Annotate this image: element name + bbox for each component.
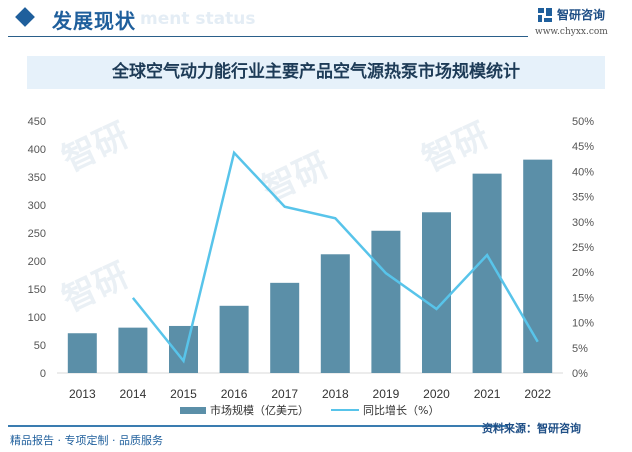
logo-icon (538, 7, 552, 22)
legend-bar-label: 市场规模（亿美元） (210, 404, 309, 417)
logo-name: 智研咨询 (557, 8, 606, 22)
bar (320, 254, 350, 373)
logo-url: www.chyxx.com (535, 27, 608, 37)
x-axis-tick: 2022 (524, 387, 551, 400)
legend-line-swatch (331, 409, 359, 411)
left-axis-tick: 200 (28, 256, 46, 268)
footer-slogan: 精品报告 · 专项定制 · 品质服务 (10, 434, 163, 447)
x-axis-tick: 2020 (423, 387, 450, 400)
left-axis-tick: 250 (28, 228, 46, 240)
legend: 市场规模（亿美元） 同比增长（%） (180, 402, 439, 418)
left-axis-tick: 450 (28, 116, 46, 128)
right-axis-tick: 40% (572, 166, 594, 178)
bar (118, 327, 148, 373)
source-note: 资料来源：智研咨询 (482, 422, 581, 435)
brand-logo: 智研咨询 (538, 6, 605, 23)
divider (8, 36, 528, 37)
section-header: ment status 发展现状 智研咨询 www.chyxx.com (0, 0, 632, 44)
legend-line-label: 同比增长（%） (363, 404, 440, 417)
x-axis-tick: 2014 (120, 387, 147, 400)
section-ghost-text: ment status (140, 9, 256, 29)
left-axis-tick: 300 (28, 200, 46, 212)
x-axis-tick: 2017 (271, 387, 298, 400)
bar (67, 333, 97, 373)
bar (270, 282, 300, 373)
bar (219, 305, 249, 373)
x-axis-tick: 2016 (221, 387, 248, 400)
right-axis-tick: 25% (572, 242, 594, 254)
right-axis-tick: 45% (572, 141, 594, 153)
bar (523, 159, 553, 373)
left-axis-tick: 100 (28, 312, 46, 324)
left-axis-tick: 400 (28, 144, 46, 156)
chart-title: 全球空气动力能行业主要产品空气源热泵市场规模统计 (112, 62, 520, 82)
x-axis-tick: 2018 (322, 387, 349, 400)
x-axis-tick: 2013 (69, 387, 96, 400)
combo-chart: 0 50 100 150 200 250 300 350 400 450 0% 5% 10% 15% 20%… (28, 116, 595, 400)
legend-bar-swatch (180, 406, 206, 414)
left-axis-tick: 150 (28, 284, 46, 296)
chart-title-bar: 全球空气动力能行业主要产品空气源热泵市场规模统计 (27, 56, 605, 89)
right-axis-tick: 0% (572, 368, 588, 380)
left-axis-tick: 350 (28, 172, 46, 184)
section-title: 发展现状 (52, 9, 136, 33)
left-axis-tick: 50 (34, 340, 46, 352)
diamond-icon (15, 7, 35, 27)
right-axis-tick: 50% (572, 116, 594, 128)
right-axis-tick: 5% (572, 343, 588, 355)
right-axis-tick: 35% (572, 192, 594, 204)
footer-divider (8, 425, 508, 427)
growth-line (131, 150, 539, 364)
bar (371, 230, 401, 373)
x-axis-tick: 2021 (474, 387, 501, 400)
bar (422, 212, 451, 373)
right-axis-tick: 20% (572, 267, 594, 279)
right-axis-tick: 30% (572, 217, 594, 229)
x-axis-tick: 2019 (373, 387, 400, 400)
right-axis-tick: 15% (572, 292, 594, 304)
x-axis-tick: 2015 (170, 387, 197, 400)
right-axis-tick: 10% (572, 318, 594, 330)
left-axis-tick: 0 (40, 368, 46, 380)
